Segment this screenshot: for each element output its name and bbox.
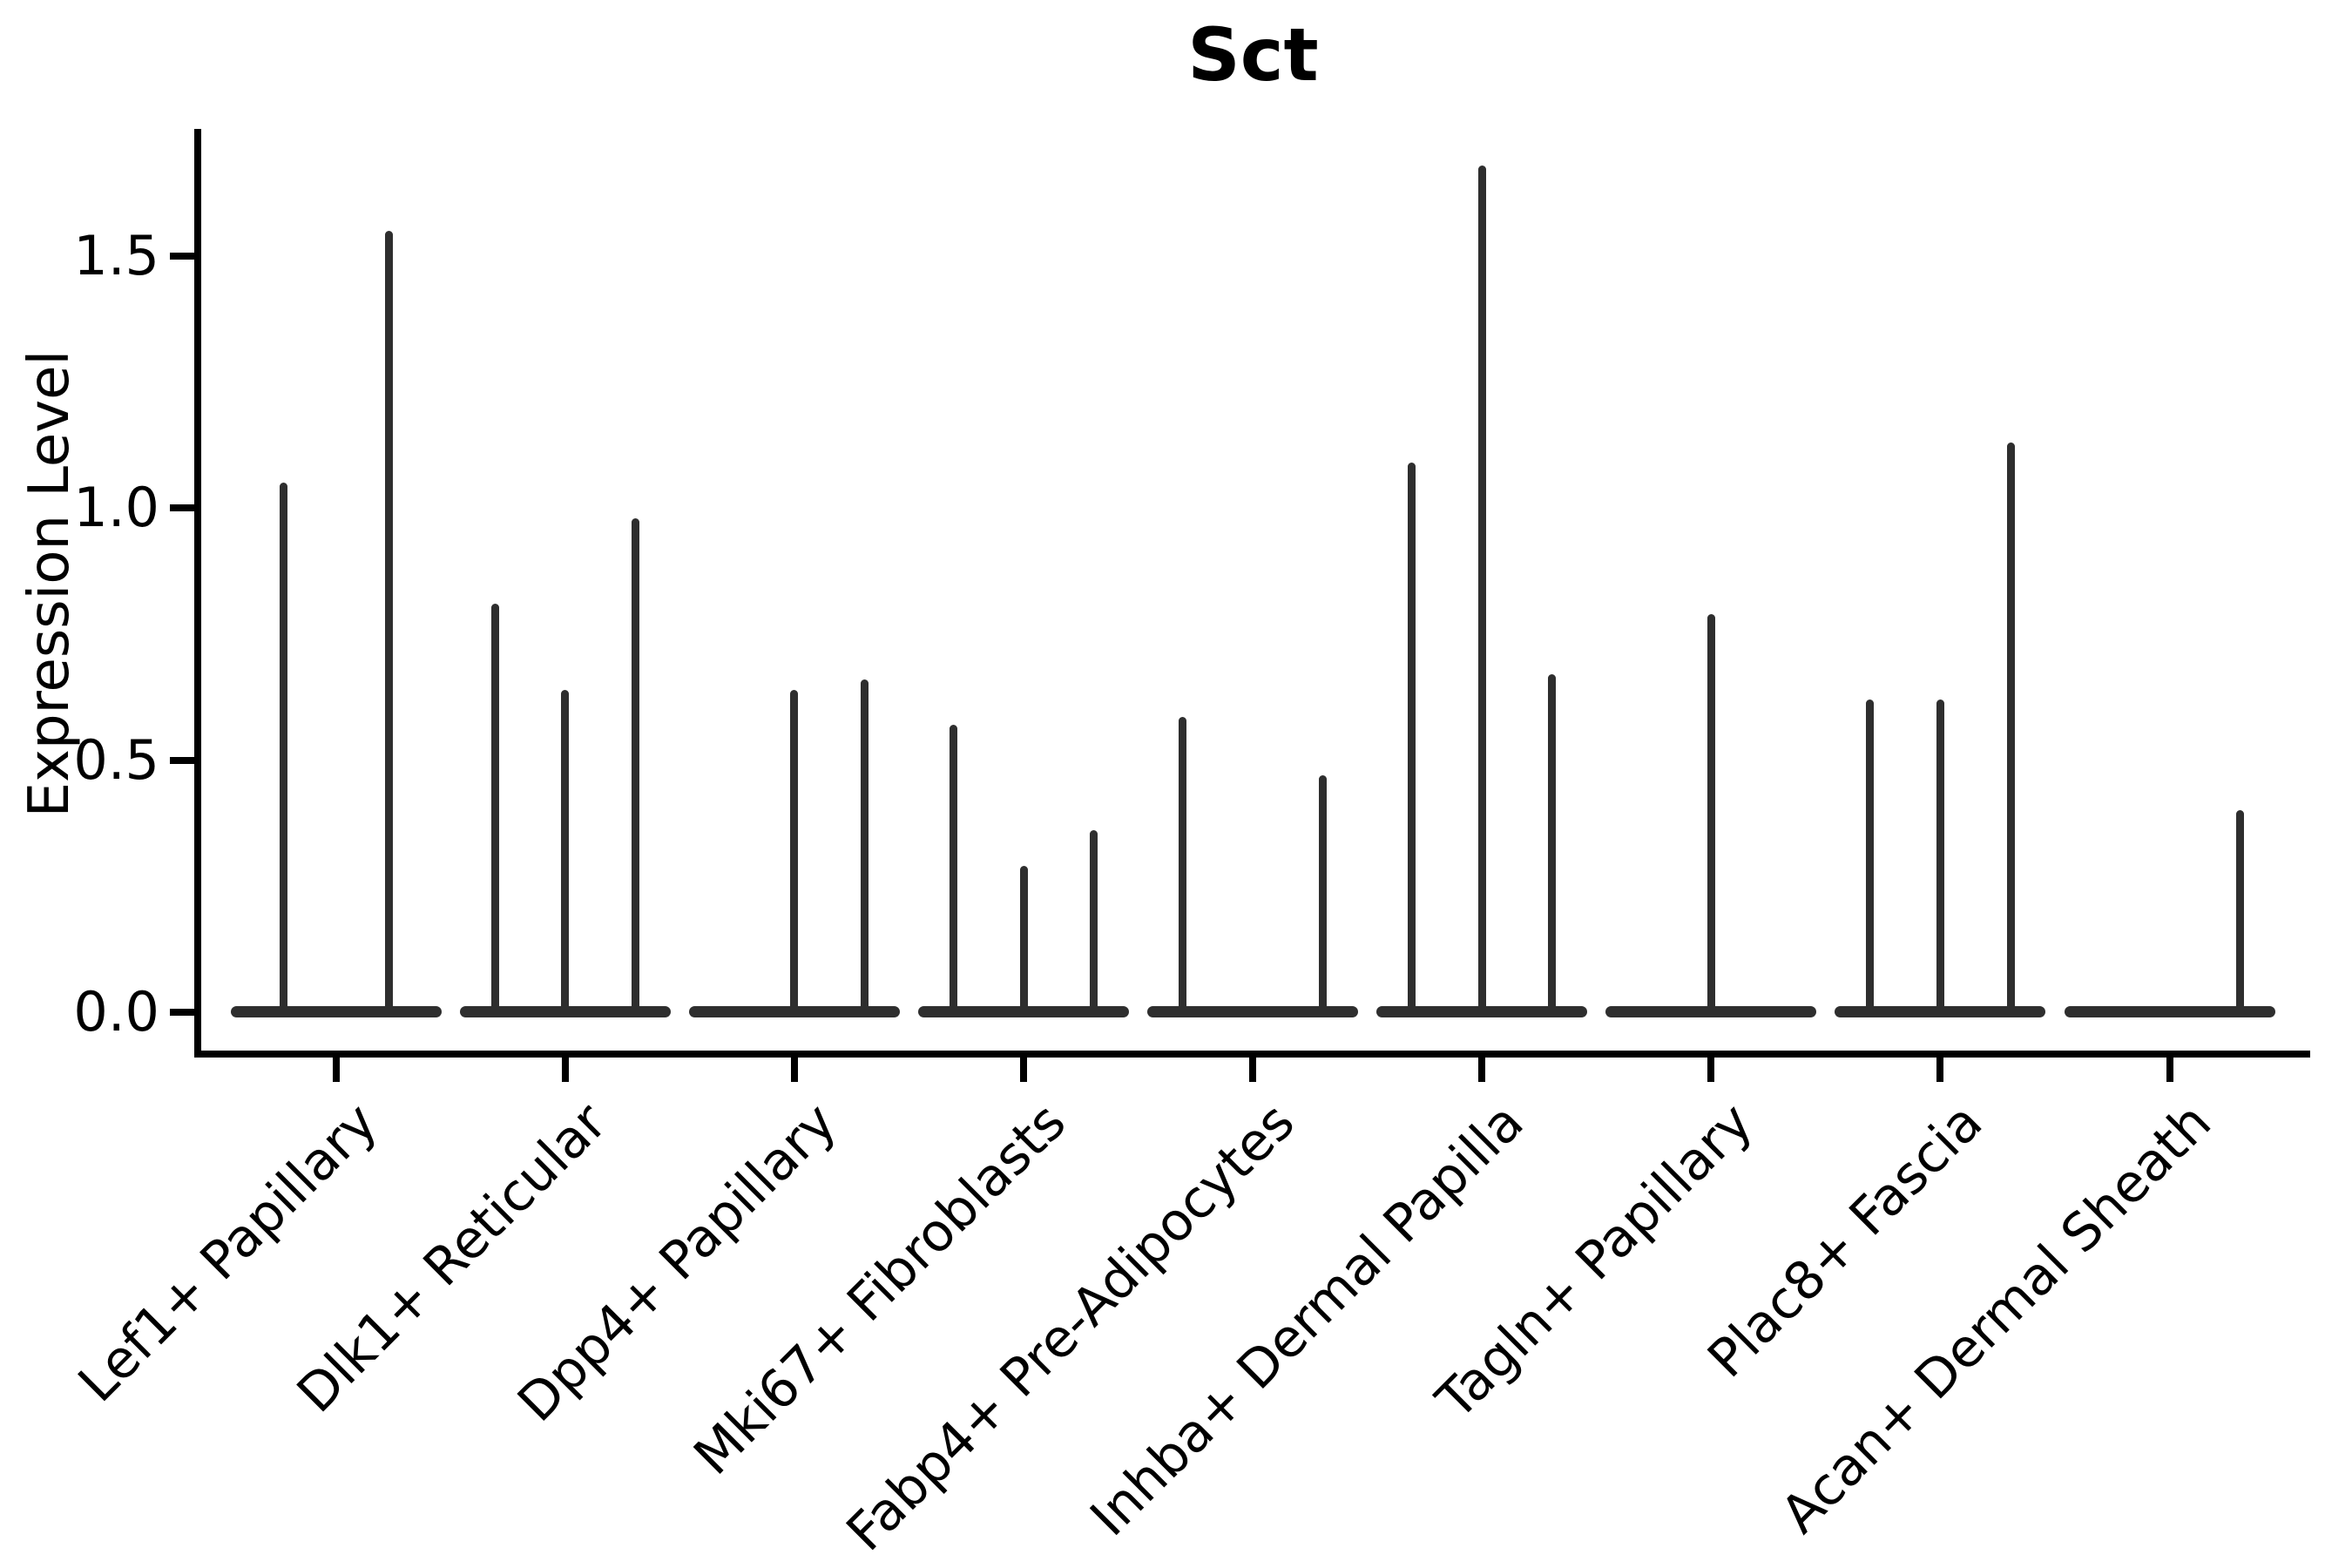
violin-spike xyxy=(2235,810,2244,1012)
x-tick xyxy=(2166,1058,2173,1082)
violin-spike xyxy=(949,725,957,1012)
plot-title: Sct xyxy=(1187,12,1319,98)
violin-base xyxy=(1605,1006,1817,1018)
violin-base xyxy=(1376,1006,1588,1018)
violin-spike xyxy=(384,231,393,1012)
violin-spike xyxy=(790,689,799,1012)
y-tick xyxy=(170,253,194,260)
y-tick-label: 0.0 xyxy=(73,979,159,1044)
y-tick xyxy=(170,504,194,512)
x-tick xyxy=(1020,1058,1027,1082)
violin-spike xyxy=(1019,865,1028,1012)
violin-base xyxy=(1147,1006,1359,1018)
y-tick xyxy=(170,1008,194,1016)
violin-spike xyxy=(1707,613,1715,1012)
violin-spike xyxy=(2006,443,2015,1012)
x-tick-label: Inhba+ Dermal Papilla xyxy=(1079,1092,1536,1548)
violin-spike xyxy=(1477,166,1486,1012)
x-axis-spine xyxy=(194,1051,2310,1058)
x-tick-label: Fabp4+ Pre-Adipocytes xyxy=(835,1092,1307,1564)
x-tick xyxy=(1936,1058,1944,1082)
x-tick-label: Acan+ Dermal Sheath xyxy=(1769,1092,2224,1545)
x-tick xyxy=(1707,1058,1715,1082)
violin-base xyxy=(1835,1006,2046,1018)
violin-spike xyxy=(1548,674,1557,1012)
violin-spike xyxy=(561,689,570,1012)
violin-spike xyxy=(279,483,287,1012)
x-tick xyxy=(561,1058,569,1082)
violin-spike xyxy=(1866,700,1875,1012)
y-tick-label: 1.0 xyxy=(73,476,159,540)
y-tick-label: 0.5 xyxy=(73,727,159,792)
y-tick-label: 1.5 xyxy=(73,224,159,288)
violin-base xyxy=(688,1006,900,1018)
x-tick xyxy=(332,1058,340,1082)
violin-spike xyxy=(861,679,869,1012)
violin-base xyxy=(230,1006,442,1018)
x-tick xyxy=(790,1058,798,1082)
violin-spike xyxy=(1408,463,1416,1012)
violin-spike xyxy=(1178,717,1186,1012)
violin-base xyxy=(2064,1006,2275,1018)
violin-spike xyxy=(490,604,499,1012)
y-tick xyxy=(170,756,194,764)
violin-spike xyxy=(1936,700,1944,1012)
violin-base xyxy=(459,1006,671,1018)
violin-spike xyxy=(1319,774,1328,1012)
y-axis-spine xyxy=(194,129,201,1058)
violin-base xyxy=(918,1006,1129,1018)
x-tick xyxy=(1478,1058,1486,1082)
violin-spike xyxy=(631,517,639,1012)
x-tick xyxy=(1249,1058,1257,1082)
violin-spike xyxy=(1090,830,1098,1012)
